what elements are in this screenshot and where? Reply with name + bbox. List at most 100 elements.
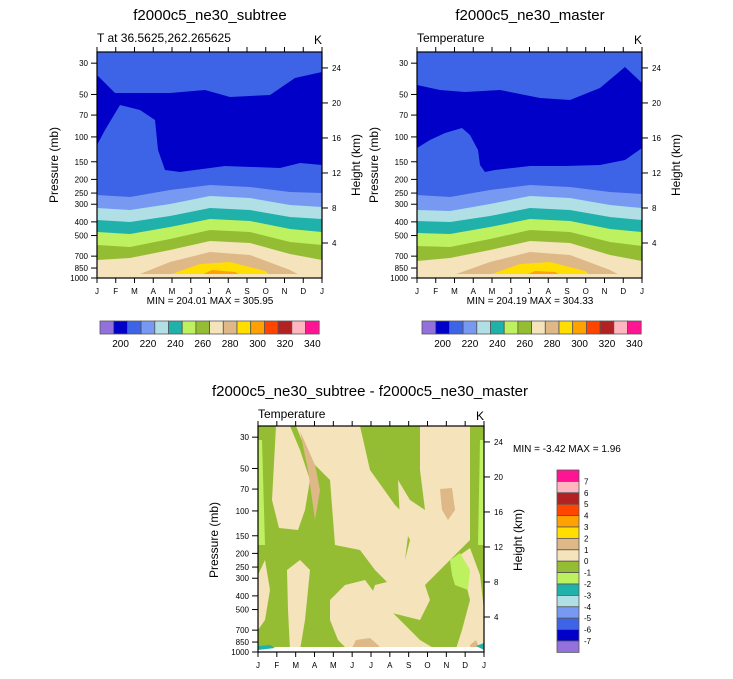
x-tick-label: O: [583, 287, 589, 296]
x-tick-label: M: [489, 287, 496, 296]
y-tick-label: 1000: [70, 274, 88, 283]
y2-tick-label: 12: [332, 169, 341, 178]
contour-band-200-210: [417, 67, 642, 172]
y-tick-label: 500: [75, 232, 89, 241]
colorbar-swatch: [558, 320, 574, 335]
colorbar-swatch: [556, 640, 580, 653]
colorbar-swatch: [517, 320, 533, 335]
colorbar-swatch: [448, 320, 464, 335]
colorbar-label: -2: [584, 580, 592, 589]
colorbar-swatch: [556, 526, 580, 539]
colorbar-label: 1: [584, 546, 589, 555]
y2-axis-label: Height (km): [511, 509, 525, 571]
y-tick-label: 30: [399, 59, 408, 68]
x-tick-label: A: [546, 287, 552, 296]
y-tick-label: 850: [236, 638, 250, 647]
colorbar-label: 280: [222, 339, 239, 350]
x-tick-label: J: [350, 661, 354, 670]
contour-band-0-1: [455, 548, 484, 652]
contour-band-minus2-minus1: [478, 440, 484, 545]
x-tick-label: J: [482, 661, 486, 670]
x-tick-label: M: [451, 287, 458, 296]
x-tick-label: M: [292, 661, 299, 670]
y-tick-label: 1000: [231, 648, 249, 657]
y-tick-label: 300: [236, 574, 250, 583]
contour-fill: [258, 426, 484, 652]
y2-tick-label: 24: [494, 438, 503, 447]
colorbar-swatch: [140, 320, 156, 335]
y2-tick-label: 8: [332, 204, 337, 213]
x-tick-label: J: [95, 287, 99, 296]
y-tick-label: 700: [75, 252, 89, 261]
y-tick-label: 150: [395, 158, 409, 167]
colorbar-vertical: 7 6 5 4 3 2 1 0 -1 -2 -3 -4 -5 -6 -7: [556, 469, 592, 653]
contour-band-0-1: [330, 580, 440, 652]
y-tick-label: 50: [240, 464, 249, 473]
colorbar-swatch: [556, 515, 580, 528]
colorbar-swatch: [544, 320, 560, 335]
y-tick-label: 50: [399, 90, 408, 99]
colorbar-swatch: [556, 503, 580, 517]
x-tick-label: D: [620, 287, 626, 296]
x-tick-label: F: [433, 287, 438, 296]
colorbar-swatch: [556, 538, 580, 551]
y2-tick-label: 12: [494, 543, 503, 552]
y-tick-label: 30: [240, 433, 249, 442]
x-tick-label: N: [602, 287, 608, 296]
y2-tick-label: 20: [332, 99, 341, 108]
colorbar: 200 220 240 260 280 300 320 340: [421, 320, 643, 350]
x-tick-label: A: [151, 287, 157, 296]
variable-label: T at 36.5625,262.265625: [97, 31, 231, 45]
colorbar-swatch: [222, 320, 238, 335]
colorbar-label: 220: [462, 339, 479, 350]
x-tick-label: F: [113, 287, 118, 296]
x-tick-label: A: [471, 287, 477, 296]
units-label: K: [314, 33, 322, 47]
contour-band-0-1: [272, 426, 310, 530]
colorbar-swatch: [556, 583, 580, 596]
x-tick-label: M: [131, 287, 138, 296]
x-tick-label: S: [406, 661, 411, 670]
variable-label: Temperature: [417, 31, 485, 45]
colorbar-swatch: [556, 492, 580, 505]
panel-master: f2000c5_ne30_master Temperature K J F M A M J…: [367, 7, 683, 350]
y2-tick-label: 24: [332, 64, 341, 73]
y2-tick-label: 16: [332, 134, 341, 143]
x-tick-label: D: [300, 287, 306, 296]
colorbar-swatch: [181, 320, 197, 335]
y-tick-label: 100: [75, 133, 89, 142]
colorbar-label: 200: [112, 339, 129, 350]
contour-band-0-1: [258, 560, 270, 630]
x-tick-label: J: [640, 287, 644, 296]
colorbar-label: 240: [489, 339, 506, 350]
colorbar-swatch: [99, 320, 115, 335]
x-tick-label: J: [509, 287, 513, 296]
colorbar-label: 260: [194, 339, 211, 350]
y-tick-label: 200: [75, 175, 89, 184]
x-tick-label: O: [424, 661, 430, 670]
colorbar-swatch: [599, 320, 615, 335]
x-tick-label: J: [369, 661, 373, 670]
colorbar-label: -5: [584, 614, 592, 623]
y2-tick-label: 12: [652, 169, 661, 178]
colorbar-label: -6: [584, 626, 592, 635]
x-tick-label: S: [244, 287, 249, 296]
x-tick-label: J: [415, 287, 419, 296]
x-tick-label: A: [387, 661, 393, 670]
y2-tick-label: 8: [652, 204, 657, 213]
x-tick-label: F: [274, 661, 279, 670]
y-tick-label: 70: [79, 111, 88, 120]
y-tick-label: 100: [395, 133, 409, 142]
colorbar-swatch: [291, 320, 306, 335]
y2-tick-label: 4: [332, 239, 337, 248]
x-tick-label: M: [330, 661, 337, 670]
y-tick-label: 250: [75, 189, 89, 198]
y2-tick-label: 4: [494, 613, 499, 622]
colorbar-swatch: [277, 320, 293, 335]
y-tick-label: 200: [236, 549, 250, 558]
y-tick-label: 500: [236, 606, 250, 615]
colorbar-swatch: [556, 617, 580, 631]
colorbar-swatch: [209, 320, 224, 335]
y-tick-label: 250: [236, 563, 250, 572]
min-max-stats: MIN = -3.42 MAX = 1.96: [513, 444, 621, 455]
